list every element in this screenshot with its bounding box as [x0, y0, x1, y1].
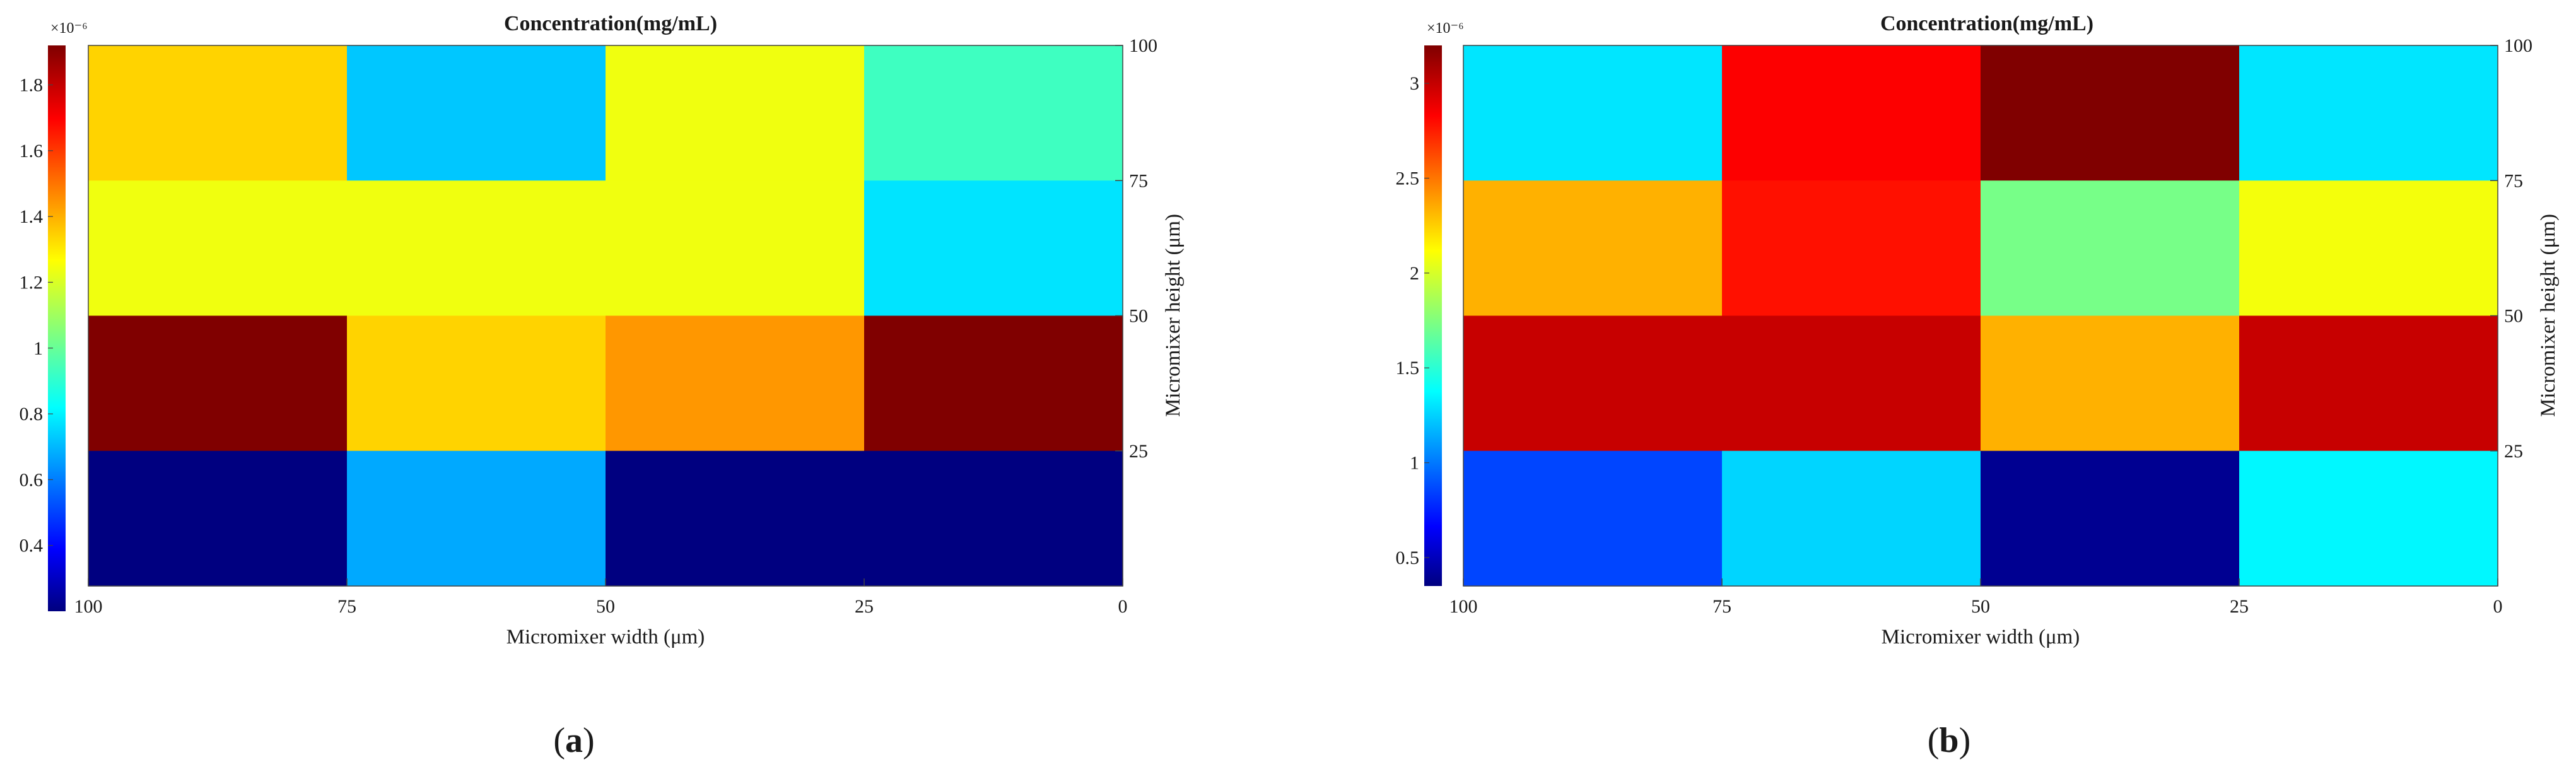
- heatmap-cell-r1-c2: [606, 180, 865, 317]
- x-tick-label: 25: [855, 596, 874, 617]
- panel-a: Concentration(mg/mL) ×10⁻⁶ 0.4 0.6 0.8 1 1.2…: [20, 12, 1185, 760]
- panel-b-x-axis-label: Micromixer width (μm): [1882, 626, 2080, 648]
- x-tick-label: 75: [337, 596, 356, 617]
- panel-b-colorbar-ticks: 0.5 1 1.5 2 2.5 3: [1396, 73, 1429, 568]
- heatmap-cell-r0-c1: [347, 45, 606, 181]
- heatmap-cell-r0-c0: [1463, 45, 1723, 181]
- heatmap-cell-r2-c0: [1463, 315, 1723, 452]
- heatmap-cell-r2-c1: [347, 315, 606, 452]
- heatmap-cell-r3-c0: [88, 450, 348, 587]
- heatmap-cell-r3-c3: [2239, 450, 2498, 587]
- y-tick-label: 75: [1129, 170, 1148, 191]
- panel-b: Concentration(mg/mL) ×10⁻⁶ 0.511.522.53 …: [1396, 12, 2560, 760]
- heatmap-cell-r2-c2: [1981, 315, 2240, 452]
- y-tick-label: 25: [1129, 441, 1148, 462]
- panel-a-colorbar: [48, 45, 66, 611]
- colorbar-tick-label: 1.4: [20, 206, 44, 227]
- panel-b-colorbar-exponent: ×10⁻⁶: [1427, 20, 1464, 37]
- heatmap-cell-r1-c1: [1722, 180, 1981, 317]
- panel-a-label: (a): [553, 721, 594, 760]
- heatmap-cell-r0-c2: [606, 45, 865, 181]
- colorbar-tick-label: 2.5: [1396, 168, 1420, 189]
- x-tick-label: 0: [2493, 596, 2503, 617]
- y-tick-label: 75: [2504, 170, 2523, 191]
- panel-b-y-axis-label: Micromixer height (μm): [2537, 214, 2560, 417]
- x-tick-label: 50: [596, 596, 615, 617]
- heatmap-cell-r1-c2: [1981, 180, 2240, 317]
- heatmap-cell-r0-c2: [1981, 45, 2240, 181]
- y-tick-label: 100: [1129, 35, 1157, 56]
- y-tick-label: 50: [2504, 306, 2523, 327]
- heatmap-cell-r3-c3: [864, 450, 1123, 587]
- x-tick-label: 100: [74, 596, 103, 617]
- heatmap-cell-r0-c1: [1722, 45, 1981, 181]
- heatmap-cell-r0-c0: [88, 45, 348, 181]
- heatmap-cell-r0-c3: [864, 45, 1123, 181]
- panel-a-y-ticks: 25 50 75 100: [1115, 35, 1157, 462]
- heatmap-cell-r2-c1: [1722, 315, 1981, 452]
- x-tick-label: 25: [2230, 596, 2249, 617]
- panel-a-x-axis-label: Micromixer width (μm): [506, 626, 705, 648]
- colorbar-tick-label: 1.6: [20, 141, 44, 161]
- colorbar-tick-label: 3: [1410, 73, 1419, 94]
- colorbar-tick-label: 2: [1410, 263, 1419, 284]
- panel-b-x-ticks: 100 75 50 25 0: [1449, 578, 2503, 617]
- panel-a-colorbar-ticks: 0.4 0.6 0.8 1 1.2 1.4 1.6 1.8: [20, 75, 53, 556]
- panel-b-heatmap-cells: [1463, 45, 2498, 587]
- panel-a-colorbar-exponent: ×10⁻⁶: [50, 20, 88, 37]
- heatmap-cell-r0-c3: [2239, 45, 2498, 181]
- panel-a-heatmap-cells: [88, 45, 1123, 587]
- colorbar-tick-label: 0.8: [20, 404, 44, 425]
- heatmap-cell-r1-c0: [1463, 180, 1723, 317]
- heatmap-cell-r1-c3: [2239, 180, 2498, 317]
- colorbar-tick-label: 0.5: [1396, 548, 1420, 568]
- heatmap-cell-r3-c2: [1981, 450, 2240, 587]
- colorbar-tick-label: 1.2: [20, 272, 44, 293]
- panel-a-title: Concentration(mg/mL): [504, 12, 717, 35]
- heatmap-cell-r3-c2: [606, 450, 865, 587]
- x-tick-label: 100: [1449, 596, 1478, 617]
- x-tick-label: 75: [1712, 596, 1731, 617]
- heatmap-cell-r1-c3: [864, 180, 1123, 317]
- colorbar-tick-label: 1.8: [20, 75, 44, 96]
- x-tick-label: 50: [1971, 596, 1990, 617]
- panel-b-title: Concentration(mg/mL): [1880, 12, 2093, 35]
- heatmap-cell-r1-c0: [88, 180, 348, 317]
- colorbar-tick-label: 1: [33, 338, 43, 359]
- heatmap-cell-r1-c1: [347, 180, 606, 317]
- panel-b-label: (b): [1928, 721, 1970, 760]
- colorbar-tick-label: 1: [1410, 453, 1419, 474]
- y-tick-label: 100: [2504, 35, 2532, 56]
- heatmap-cell-r3-c0: [1463, 450, 1723, 587]
- colorbar-tick-label: 0.4: [20, 536, 44, 556]
- colorbar-tick-label: 1.5: [1396, 358, 1420, 378]
- heatmap-cell-r2-c3: [2239, 315, 2498, 452]
- x-tick-label: 0: [1118, 596, 1128, 617]
- heatmap-cell-r2-c2: [606, 315, 865, 452]
- panel-a-x-ticks: 100 75 50 25 0: [74, 578, 1128, 617]
- heatmap-cell-r2-c0: [88, 315, 348, 452]
- heatmap-cell-r2-c3: [864, 315, 1123, 452]
- colorbar-tick-label: 0.6: [20, 469, 44, 490]
- y-tick-label: 50: [1129, 306, 1148, 327]
- heatmap-cell-r3-c1: [347, 450, 606, 587]
- y-tick-label: 25: [2504, 441, 2523, 462]
- panel-b-colorbar: [1424, 45, 1442, 586]
- heatmap-cell-r3-c1: [1722, 450, 1981, 587]
- panel-a-y-axis-label: Micromixer height (μm): [1162, 214, 1185, 417]
- panel-b-y-ticks: 25 50 75 100: [2490, 35, 2532, 462]
